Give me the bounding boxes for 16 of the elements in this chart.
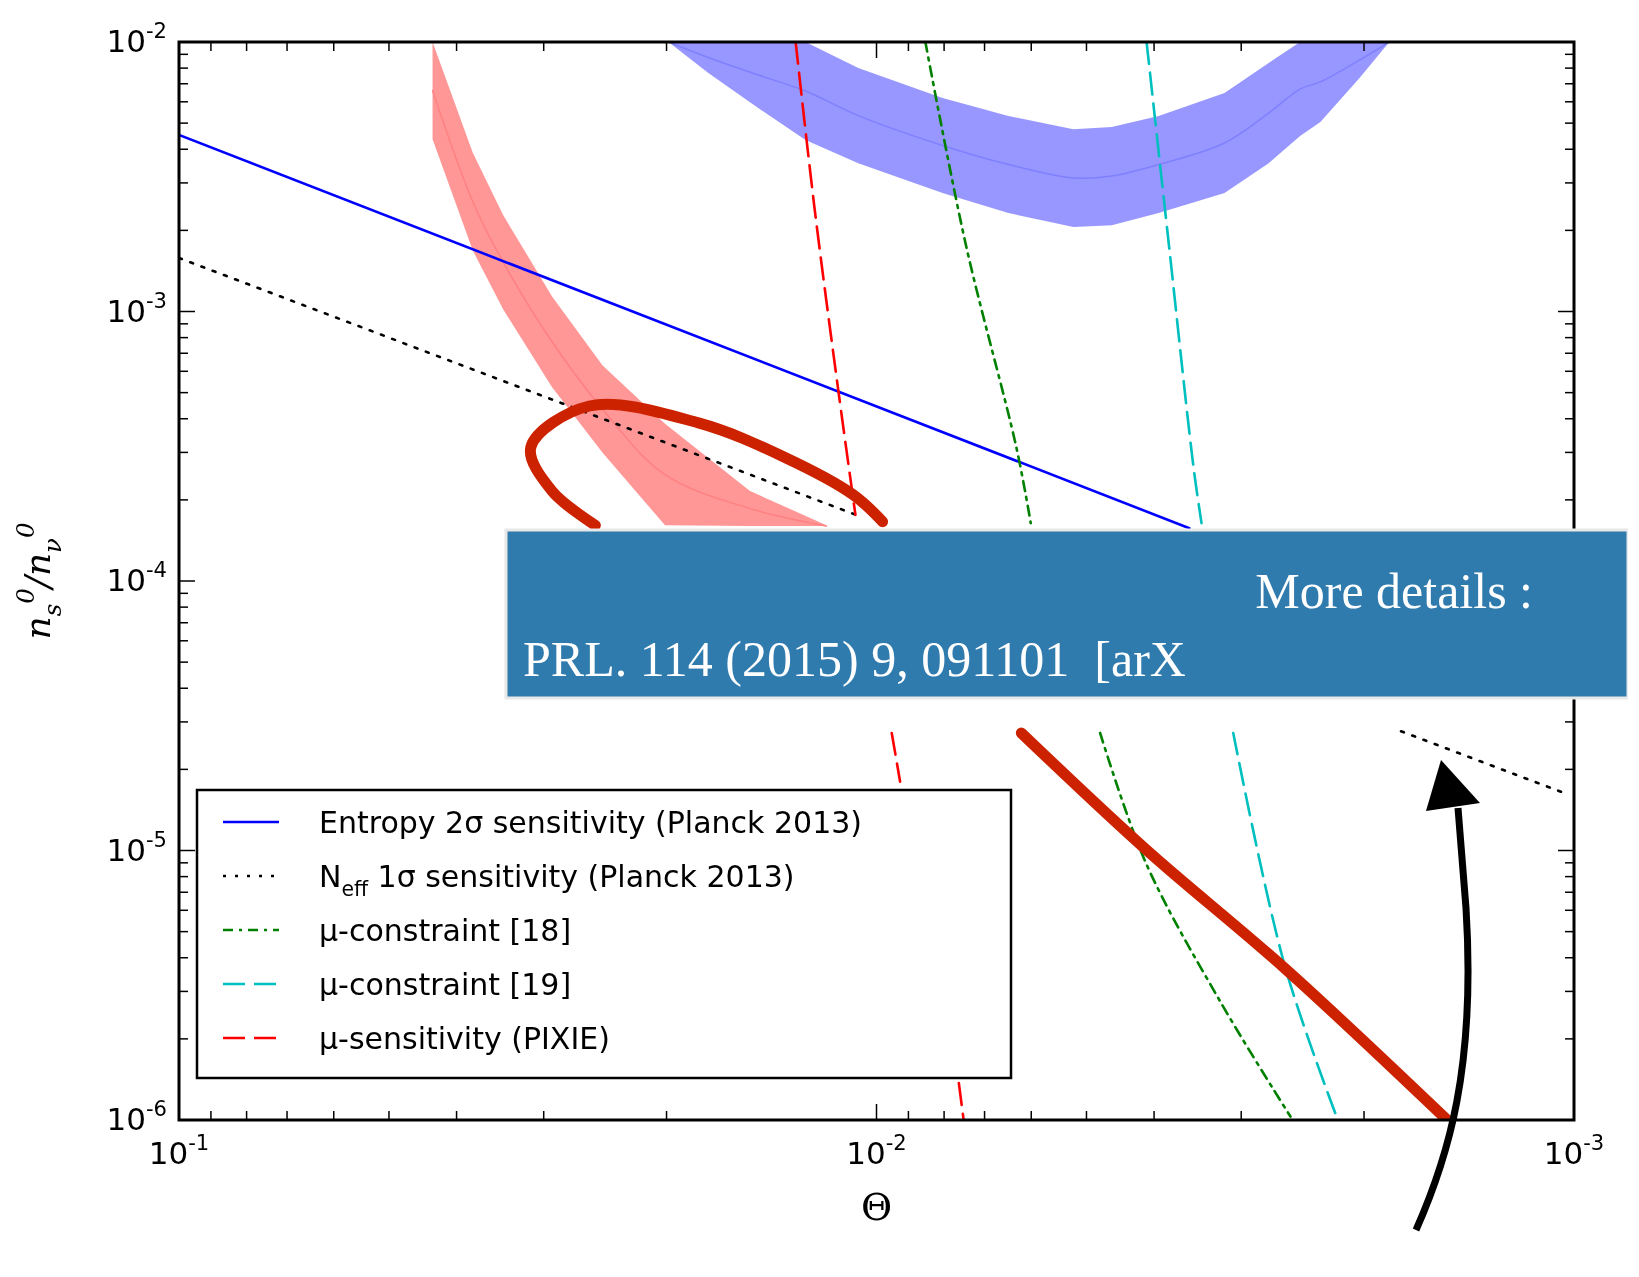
- line-series: [1145, 42, 1203, 525]
- legend-label: μ-constraint [19]: [319, 967, 572, 1002]
- line-series: [794, 42, 857, 517]
- legend-label: N$_{eff}$ 1σ sensitivity (Planck 2013): [319, 859, 795, 901]
- legend-label: μ-sensitivity (PIXIE): [319, 1021, 610, 1056]
- legend-label: μ-constraint [18]: [319, 913, 572, 948]
- x-tick-label: 10$^{-2}$: [846, 1130, 907, 1171]
- y-tick-label: 10$^{-2}$: [106, 18, 167, 59]
- legend-label: Entropy 2σ sensitivity (Planck 2013): [319, 805, 863, 840]
- x-tick-label: 10$^{-3}$: [1543, 1130, 1605, 1171]
- x-axis-title: Θ: [860, 1185, 893, 1229]
- y-tick-label: 10$^{-4}$: [106, 557, 167, 598]
- y-tick-label: 10$^{-3}$: [106, 287, 167, 329]
- annotation: More details :: [1255, 563, 1533, 619]
- y-tick-label: 10$^{-5}$: [106, 826, 167, 868]
- annotation: PRL. 114 (2015) 9, 091101 [arX: [523, 631, 1186, 687]
